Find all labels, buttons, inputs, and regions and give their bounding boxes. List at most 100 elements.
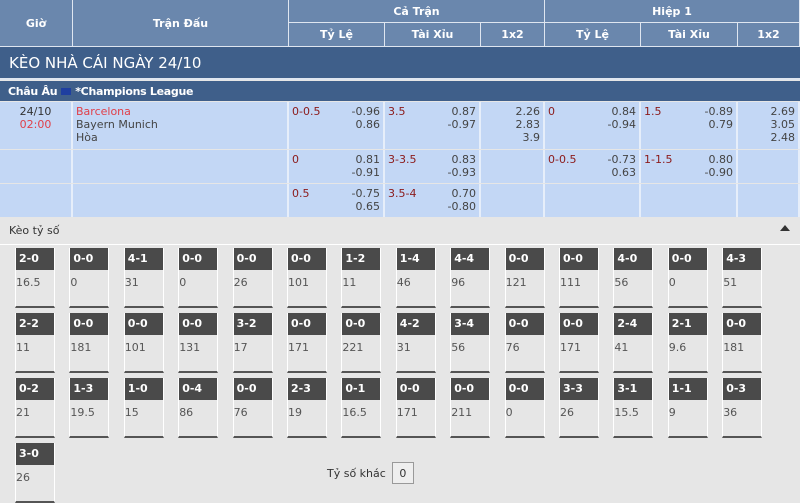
score-card[interactable]: 0-0 171 — [395, 378, 436, 438]
other-score-value[interactable]: 0 — [391, 462, 414, 484]
score-card[interactable]: 0-0 0 — [69, 248, 110, 308]
score-card[interactable]: 0-0 76 — [504, 313, 545, 373]
odds-cell-ft-hdp[interactable]: 0.5 -0.75 0.65 — [289, 184, 385, 217]
odds-cell-ft-ou[interactable]: 3.5 0.87 -0.97 — [385, 102, 481, 149]
odds-value[interactable]: 3.05 — [770, 118, 796, 131]
correct-score-header[interactable]: Kèo tỷ số — [0, 217, 800, 245]
match-date: 24/10 — [19, 105, 52, 118]
score-card[interactable]: 4-1 31 — [123, 248, 164, 308]
odds-cell-h1-hdp[interactable]: 0 0.84 -0.94 — [545, 102, 641, 149]
score-card[interactable]: 0-4 86 — [178, 378, 219, 438]
odds-value[interactable]: -0.97 — [447, 118, 476, 131]
score-card[interactable]: 0-0 26 — [232, 248, 273, 308]
score-label: 2-1 — [668, 313, 707, 335]
score-card[interactable]: 0-0 181 — [722, 313, 763, 373]
odds-cell-ft-ou[interactable]: 3-3.5 0.83 -0.93 — [385, 150, 481, 183]
odds-value[interactable]: 3.9 — [522, 131, 541, 144]
odds-value[interactable]: 0.84 — [611, 105, 637, 118]
score-card[interactable]: 0-0 171 — [287, 313, 327, 373]
odds-cell-ft-ou[interactable]: 3.5-4 0.70 -0.80 — [385, 184, 481, 217]
odds-value[interactable]: 0.70 — [451, 187, 477, 200]
odds-value[interactable]: 0.65 — [355, 200, 381, 213]
odds-value[interactable]: -0.94 — [607, 118, 636, 131]
score-card[interactable]: 0-0 121 — [504, 248, 545, 308]
odds-cell-h1-ou[interactable] — [641, 184, 738, 217]
score-card[interactable]: 2-2 11 — [15, 313, 55, 373]
score-card[interactable]: 2-1 9.6 — [667, 313, 708, 373]
page-title: KÈO NHÀ CÁI NGÀY 24/10 — [0, 47, 800, 80]
odds-value[interactable]: 0.79 — [708, 118, 734, 131]
score-card[interactable]: 4-3 51 — [722, 248, 763, 308]
score-card[interactable]: 4-0 56 — [613, 248, 654, 308]
score-label: 1-1 — [668, 378, 707, 400]
odds-value[interactable]: 0.83 — [451, 153, 477, 166]
score-card[interactable]: 0-2 21 — [15, 378, 55, 438]
odds-value[interactable]: 0.86 — [355, 118, 381, 131]
score-card[interactable]: 0-0 131 — [178, 313, 219, 373]
score-card[interactable]: 0-0 0 — [667, 248, 708, 308]
odds-value[interactable]: 0.87 — [451, 105, 477, 118]
score-card[interactable]: 1-4 46 — [395, 248, 436, 308]
odds-value[interactable]: 2.48 — [770, 131, 796, 144]
odds-value[interactable]: -0.91 — [351, 166, 380, 179]
odds-cell-ft-hdp[interactable]: 0 0.81 -0.91 — [289, 150, 385, 183]
score-card[interactable]: 1-2 11 — [341, 248, 382, 308]
collapse-caret-icon[interactable] — [780, 225, 790, 231]
odds-cell-ft-hdp[interactable]: 0-0.5 -0.96 0.86 — [289, 102, 385, 149]
odds-value[interactable]: 2.26 — [515, 105, 541, 118]
score-odds: 26 — [233, 276, 248, 289]
odds-value[interactable]: -0.93 — [447, 166, 476, 179]
odds-value[interactable]: -0.80 — [447, 200, 476, 213]
score-card[interactable]: 3-2 17 — [232, 313, 273, 373]
score-card[interactable]: 0-3 36 — [722, 378, 763, 438]
score-card[interactable]: 0-0 76 — [232, 378, 273, 438]
odds-cell-ft-1x2[interactable] — [481, 150, 545, 183]
score-card[interactable]: 1-1 9 — [667, 378, 708, 438]
odds-value[interactable]: 2.69 — [770, 105, 796, 118]
score-card[interactable]: 3-1 15.5 — [613, 378, 654, 438]
odds-cell-ft-1x2[interactable]: 2.26 2.83 3.9 — [481, 102, 545, 149]
score-card[interactable]: 0-0 101 — [287, 248, 327, 308]
score-card[interactable]: 1-0 15 — [123, 378, 164, 438]
odds-cell-ft-1x2[interactable] — [481, 184, 545, 217]
odds-value[interactable]: -0.90 — [704, 166, 733, 179]
score-card[interactable]: 0-0 181 — [69, 313, 110, 373]
score-card[interactable]: 2-3 19 — [287, 378, 327, 438]
odds-value[interactable]: -0.75 — [351, 187, 380, 200]
odds-value[interactable]: 0.80 — [708, 153, 734, 166]
odds-value[interactable]: 0.81 — [355, 153, 381, 166]
odds-cell-h1-hdp[interactable]: 0-0.5 -0.73 0.63 — [545, 150, 641, 183]
score-card[interactable]: 4-4 96 — [450, 248, 491, 308]
score-card[interactable]: 1-3 19.5 — [69, 378, 110, 438]
odds-value[interactable]: -0.73 — [607, 153, 636, 166]
score-card[interactable]: 3-3 26 — [559, 378, 599, 438]
score-card[interactable]: 3-0 26 — [15, 443, 55, 503]
score-card[interactable]: 0-0 0 — [504, 378, 545, 438]
score-card[interactable]: 0-0 0 — [178, 248, 219, 308]
odds-value[interactable]: 0.63 — [611, 166, 637, 179]
odds-value[interactable]: 2.83 — [515, 118, 541, 131]
score-card[interactable]: 0-0 101 — [123, 313, 164, 373]
score-label: 0-0 — [70, 313, 109, 335]
score-card[interactable]: 0-0 171 — [559, 313, 599, 373]
odds-cell-h1-hdp[interactable] — [545, 184, 641, 217]
odds-value[interactable]: -0.89 — [704, 105, 733, 118]
score-card[interactable]: 0-0 111 — [559, 248, 599, 308]
odds-cell-match — [73, 184, 289, 217]
odds-line: 3.5-4 — [388, 187, 417, 200]
score-card[interactable]: 0-0 211 — [450, 378, 491, 438]
score-card[interactable]: 4-2 31 — [395, 313, 436, 373]
score-card[interactable]: 0-1 16.5 — [341, 378, 382, 438]
odds-cell-h1-1x2[interactable] — [738, 184, 800, 217]
score-label: 0-0 — [668, 248, 707, 270]
odds-value[interactable]: -0.96 — [351, 105, 380, 118]
score-card[interactable]: 2-0 16.5 — [15, 248, 55, 308]
odds-cell-h1-ou[interactable]: 1-1.5 0.80 -0.90 — [641, 150, 738, 183]
score-label: 0-3 — [723, 378, 762, 400]
odds-cell-h1-1x2[interactable] — [738, 150, 800, 183]
odds-cell-h1-1x2[interactable]: 2.69 3.05 2.48 — [738, 102, 800, 149]
score-card[interactable]: 2-4 41 — [613, 313, 654, 373]
score-card[interactable]: 3-4 56 — [450, 313, 491, 373]
score-card[interactable]: 0-0 221 — [341, 313, 382, 373]
odds-cell-h1-ou[interactable]: 1.5 -0.89 0.79 — [641, 102, 738, 149]
